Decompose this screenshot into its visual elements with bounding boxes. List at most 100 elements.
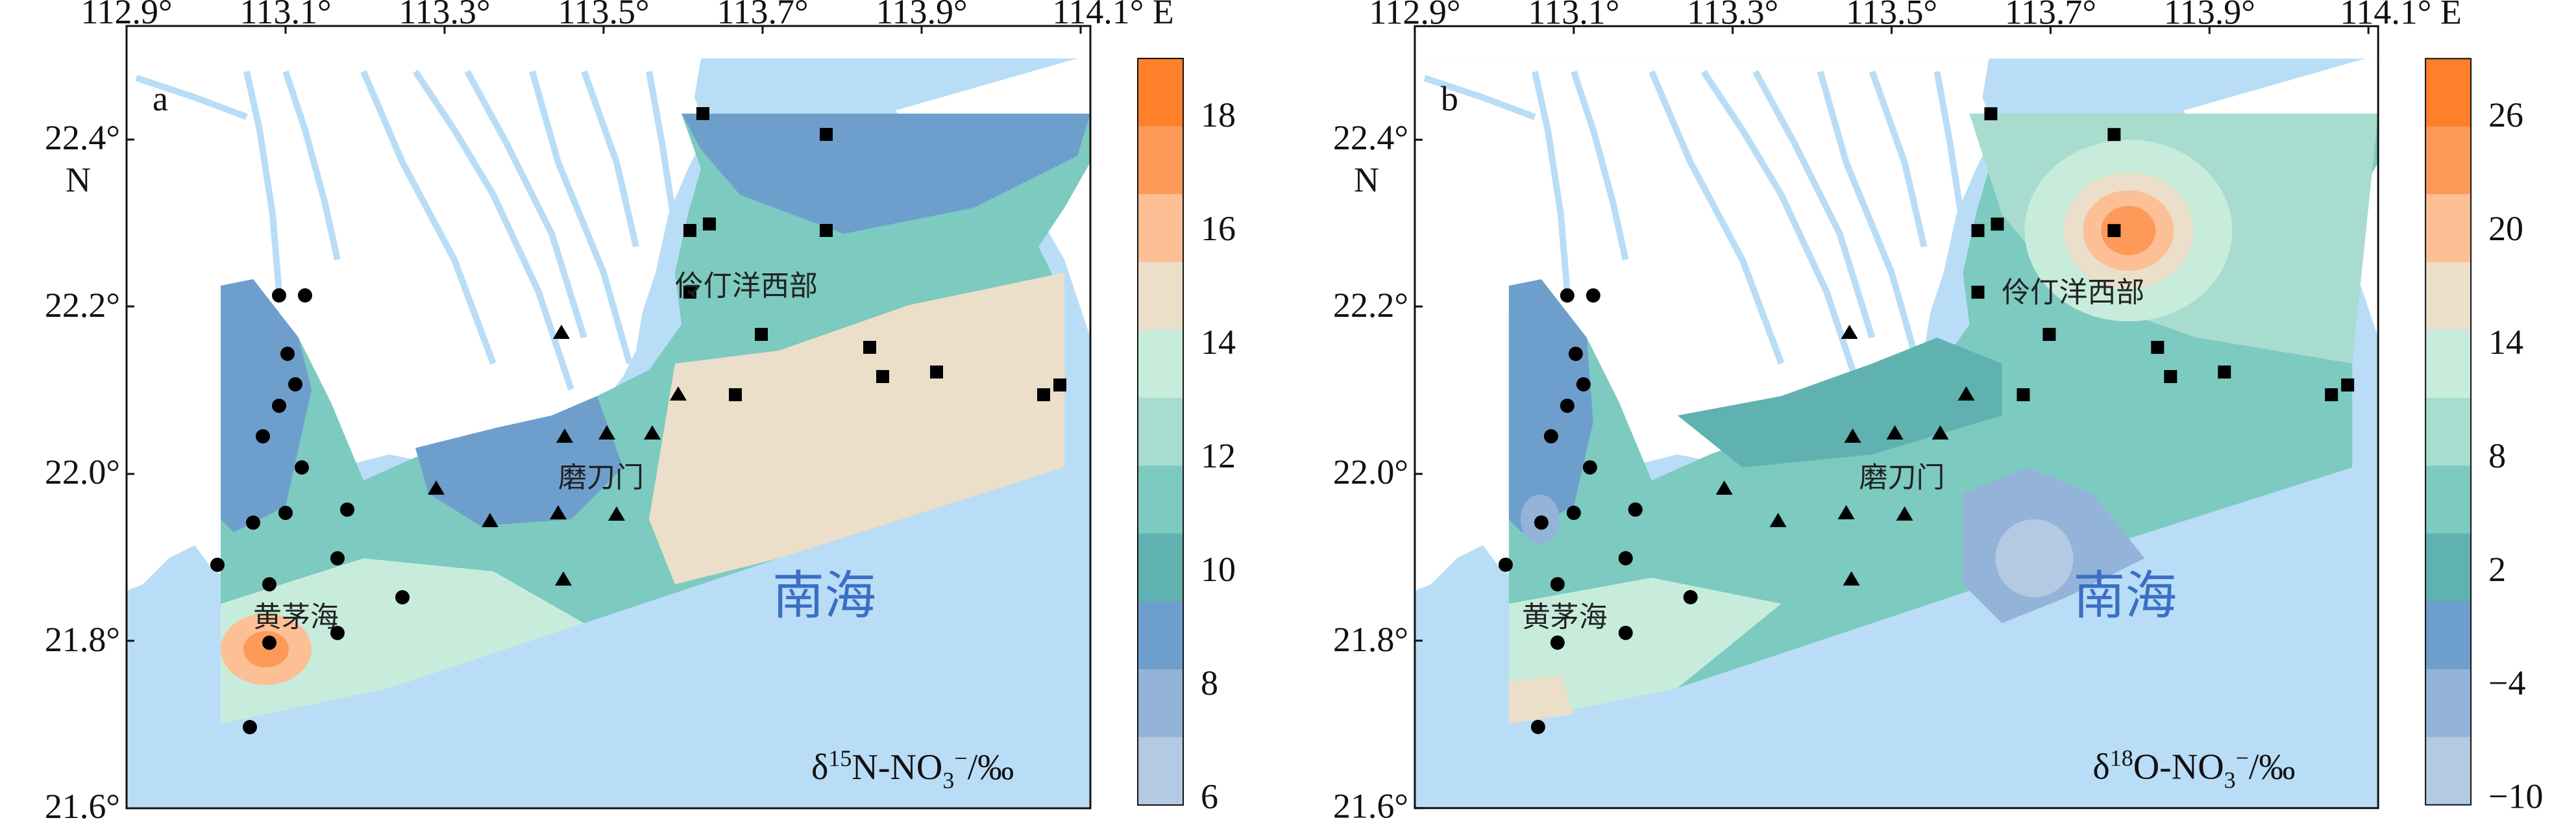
colorbar-swatch	[2425, 533, 2472, 602]
colorbar-swatch	[2425, 737, 2472, 806]
panel-title: δ15N-NO3−/‰	[811, 745, 1014, 793]
y-tick-label: 22.4°	[45, 118, 120, 157]
contour-zone-mid-central	[1677, 338, 2002, 467]
place-label-modaomen: 磨刀门	[1859, 461, 1945, 494]
colorbar-label: 6	[1201, 777, 1218, 816]
colorbar-swatch	[1138, 465, 1183, 534]
panel-letter: a	[153, 79, 168, 118]
colorbar	[1138, 58, 1183, 806]
place-label-huangmao: 黄茅海	[1522, 601, 1608, 634]
river-network	[1423, 69, 1967, 391]
x-tick-label: 113.5°	[558, 0, 649, 31]
y-tick-label: 22.2°	[1333, 286, 1408, 325]
x-tick-label: 114.1° E	[1052, 0, 1174, 31]
colorbar-swatch	[2425, 601, 2472, 670]
colorbar-label: 18	[1201, 95, 1236, 134]
colorbar-swatch	[1138, 262, 1183, 330]
colorbar-label: 20	[2488, 209, 2523, 248]
colorbar-label: 26	[2488, 95, 2523, 134]
place-label-huangmao: 黄茅海	[253, 601, 339, 634]
colorbar-swatch	[1138, 126, 1183, 195]
place-label-modaomen: 磨刀门	[558, 461, 644, 494]
contour-zone-high-sw	[1508, 675, 1574, 724]
colorbar-swatch	[2425, 126, 2472, 195]
y-tick-label: 22.2°	[45, 286, 120, 325]
x-tick-label: 113.9°	[876, 0, 967, 31]
x-tick-label: 113.1°	[1528, 0, 1619, 31]
sample-markers	[1498, 107, 2355, 734]
contour-zone-low-south-core	[1995, 519, 2074, 597]
contour-zone-mid-sw	[221, 558, 584, 724]
panel-letter: b	[1441, 79, 1458, 118]
colorbar-label: 14	[2488, 323, 2523, 362]
contour-zone-low-west	[221, 279, 312, 532]
colorbar-frame	[2425, 58, 2472, 806]
x-tick-label: 113.3°	[1687, 0, 1778, 31]
colorbar-label: 12	[1201, 436, 1236, 475]
colorbar-swatch	[1138, 194, 1183, 263]
colorbar-swatch	[1138, 533, 1183, 602]
contour-zone-peak-huangmao-core	[243, 631, 289, 667]
colorbar-swatch	[2425, 330, 2472, 399]
axis-ticks	[1414, 26, 2370, 810]
y-tick-label: 21.8°	[1333, 620, 1408, 659]
map-frame	[125, 25, 1092, 810]
panel-title: δ18O-NO3−/‰	[2092, 745, 2295, 793]
colorbar-label: 16	[1201, 209, 1236, 248]
axis-ticks	[125, 26, 1082, 810]
panel-a: 112.9° 113.1° 113.3° 113.5° 113.7° 113.9…	[45, 0, 1236, 826]
colorbar-swatch	[2425, 194, 2472, 263]
x-tick-label: 112.9°	[80, 0, 172, 31]
contour-zone-low-central	[415, 396, 623, 526]
colorbar-swatch	[1138, 669, 1183, 738]
panel-b: 112.9° 113.1° 113.3° 113.5° 113.7° 113.9…	[1288, 0, 2576, 831]
x-tick-label: 113.9°	[2164, 0, 2255, 31]
colorbar-swatch	[2425, 397, 2472, 466]
x-tick-label: 113.3°	[399, 0, 490, 31]
x-tick-label: 113.1°	[239, 0, 331, 31]
y-unit-label: N	[66, 160, 91, 199]
colorbar-swatch	[1138, 397, 1183, 466]
colorbar-label: 10	[1201, 550, 1236, 589]
x-tick-label: 113.5°	[1846, 0, 1937, 31]
map-frame	[1414, 25, 2379, 810]
contour-zone-peak-core	[2101, 206, 2156, 256]
contour-zone-low-north	[681, 114, 1090, 234]
colorbar-swatch	[2425, 58, 2472, 127]
river-network	[135, 69, 678, 391]
contour-zone-mid-sw	[1508, 577, 1782, 724]
colorbar-swatch	[2425, 669, 2472, 738]
colorbar-swatch	[1138, 737, 1183, 806]
y-tick-label: 21.6°	[45, 787, 120, 826]
place-label-lingding: 伶仃洋西部	[675, 269, 818, 303]
colorbar-frame	[1137, 58, 1184, 806]
place-label-nanhai: 南海	[2073, 565, 2177, 626]
y-tick-label: 22.4°	[1333, 118, 1408, 157]
x-tick-label: 112.9°	[1369, 0, 1460, 31]
colorbar-swatch	[1138, 58, 1183, 127]
x-tick-label: 113.7°	[717, 0, 808, 31]
colorbar	[2425, 58, 2472, 806]
colorbar-swatch	[1138, 601, 1183, 670]
contour-zone-high-south	[649, 273, 1064, 584]
colorbar-swatch	[2425, 262, 2472, 330]
place-label-nanhai: 南海	[772, 565, 876, 626]
colorbar-label: 8	[1201, 664, 1218, 702]
place-label-lingding: 伶仃洋西部	[2002, 276, 2144, 309]
colorbar-label: 8	[2488, 436, 2506, 475]
colorbar-swatch	[1138, 330, 1183, 399]
colorbar-label: 2	[2488, 550, 2506, 589]
contour-zone-low-west	[1508, 279, 1593, 532]
x-tick-label: 113.7°	[2005, 0, 2096, 31]
y-tick-label: 22.0°	[1333, 453, 1408, 491]
x-tick-label: 114.1° E	[2340, 0, 2461, 31]
y-tick-label: 22.0°	[45, 453, 120, 491]
map-a: 112.9° 113.1° 113.3° 113.5° 113.7° 113.9…	[45, 0, 1236, 826]
sample-markers	[210, 107, 1066, 734]
colorbar-swatch	[2425, 465, 2472, 534]
colorbar-label: 14	[1201, 323, 1236, 362]
colorbar-label: −10	[2488, 777, 2543, 816]
colorbar-label: −4	[2488, 664, 2525, 702]
y-unit-label: N	[1354, 160, 1379, 199]
map-b: 112.9° 113.1° 113.3° 113.5° 113.7° 113.9…	[1333, 0, 2544, 826]
